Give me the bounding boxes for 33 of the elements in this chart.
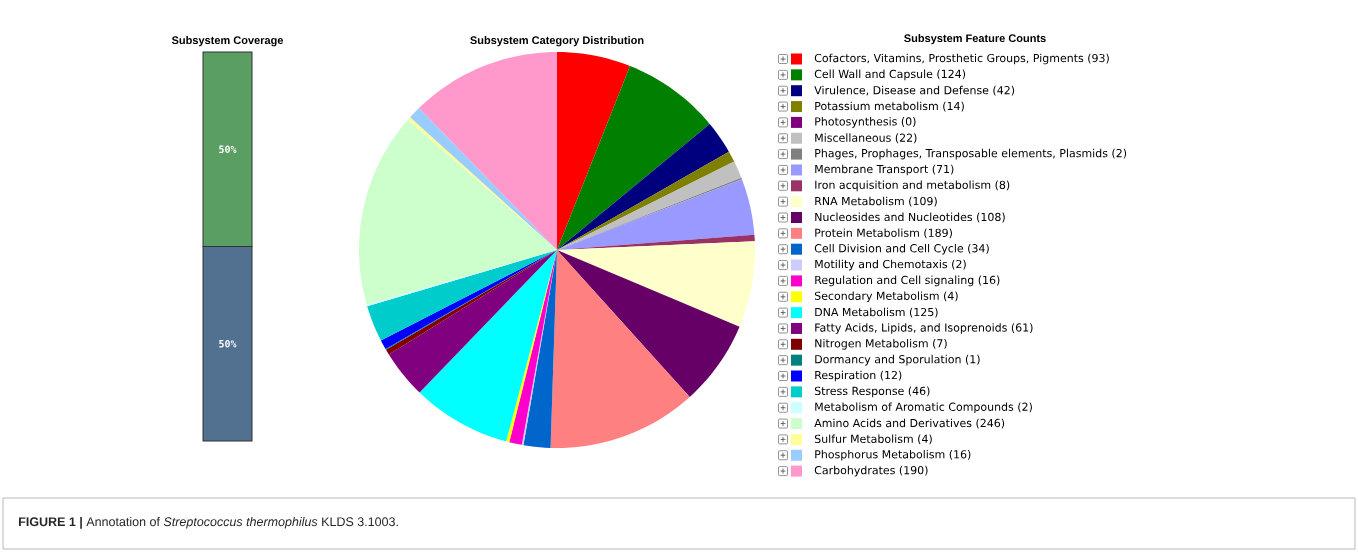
legend-label: Metabolism of Aromatic Compounds (2) — [815, 402, 1032, 414]
legend-label: Stress Response (46) — [814, 386, 930, 398]
text: FIGURE 1 | Annotation of Streptococcus thermophilus KLDS 3.1003. — [19, 516, 398, 529]
legend-label: Potassium metabolism (14) — [815, 101, 964, 112]
legend-label: DNA Metabolism (125) — [815, 307, 938, 318]
legend-label: Membrane Transport (71) — [815, 164, 954, 176]
legend-title: Subsystem Feature Counts — [904, 34, 1046, 45]
legend-label: Cell Division and Cell Cycle (34) — [814, 243, 989, 255]
data-label: 50% — [219, 145, 237, 154]
legend-label: Iron acquisition and metabolism (8) — [815, 180, 1010, 192]
legend-label: Miscellaneous (22) — [815, 133, 917, 144]
legend-label: Cell Wall and Capsule (124) — [814, 69, 966, 81]
legend-label: RNA Metabolism (109) — [815, 196, 937, 207]
legend-label: Virulence, Disease and Defense (42) — [814, 85, 1015, 96]
chart-title: Subsystem Coverage — [171, 36, 284, 47]
legend-label: Nitrogen Metabolism (7) — [815, 338, 947, 350]
legend-label: Fatty Acids, Lipids, and Isoprenoids (61) — [815, 323, 1033, 334]
legend-label: Protein Metabolism (189) — [815, 228, 952, 239]
legend-label: Cofactors, Vitamins, Prosthetic Groups, Pigments (93) — [814, 53, 1109, 65]
legend-label: Phages, Prophages, Transposable elements, Plasmids (2) — [815, 148, 1127, 160]
legend-label: Respiration (12) — [815, 370, 902, 382]
legend-label: Motility and Chemotaxis (2) — [815, 259, 966, 271]
legend-label: Nucleosides and Nucleotides (108) — [815, 212, 1005, 223]
legend-label: Regulation and Cell signaling (16) — [815, 275, 1000, 287]
data-label: 50% — [219, 339, 237, 348]
legend-label: Carbohydrates (190) — [814, 465, 928, 477]
legend-label: Amino Acids and Derivatives (246) — [814, 418, 1005, 429]
legend-label: Photosynthesis (0) — [815, 117, 916, 128]
legend-label: Dormancy and Sporulation (1) — [815, 354, 980, 366]
legend-label: Sulfur Metabolism (4) — [814, 434, 932, 445]
chart-title: Subsystem Category Distribution — [470, 36, 644, 47]
legend-label: Secondary Metabolism (4) — [814, 291, 958, 303]
legend-label: Phosphorus Metabolism (16) — [815, 449, 971, 461]
